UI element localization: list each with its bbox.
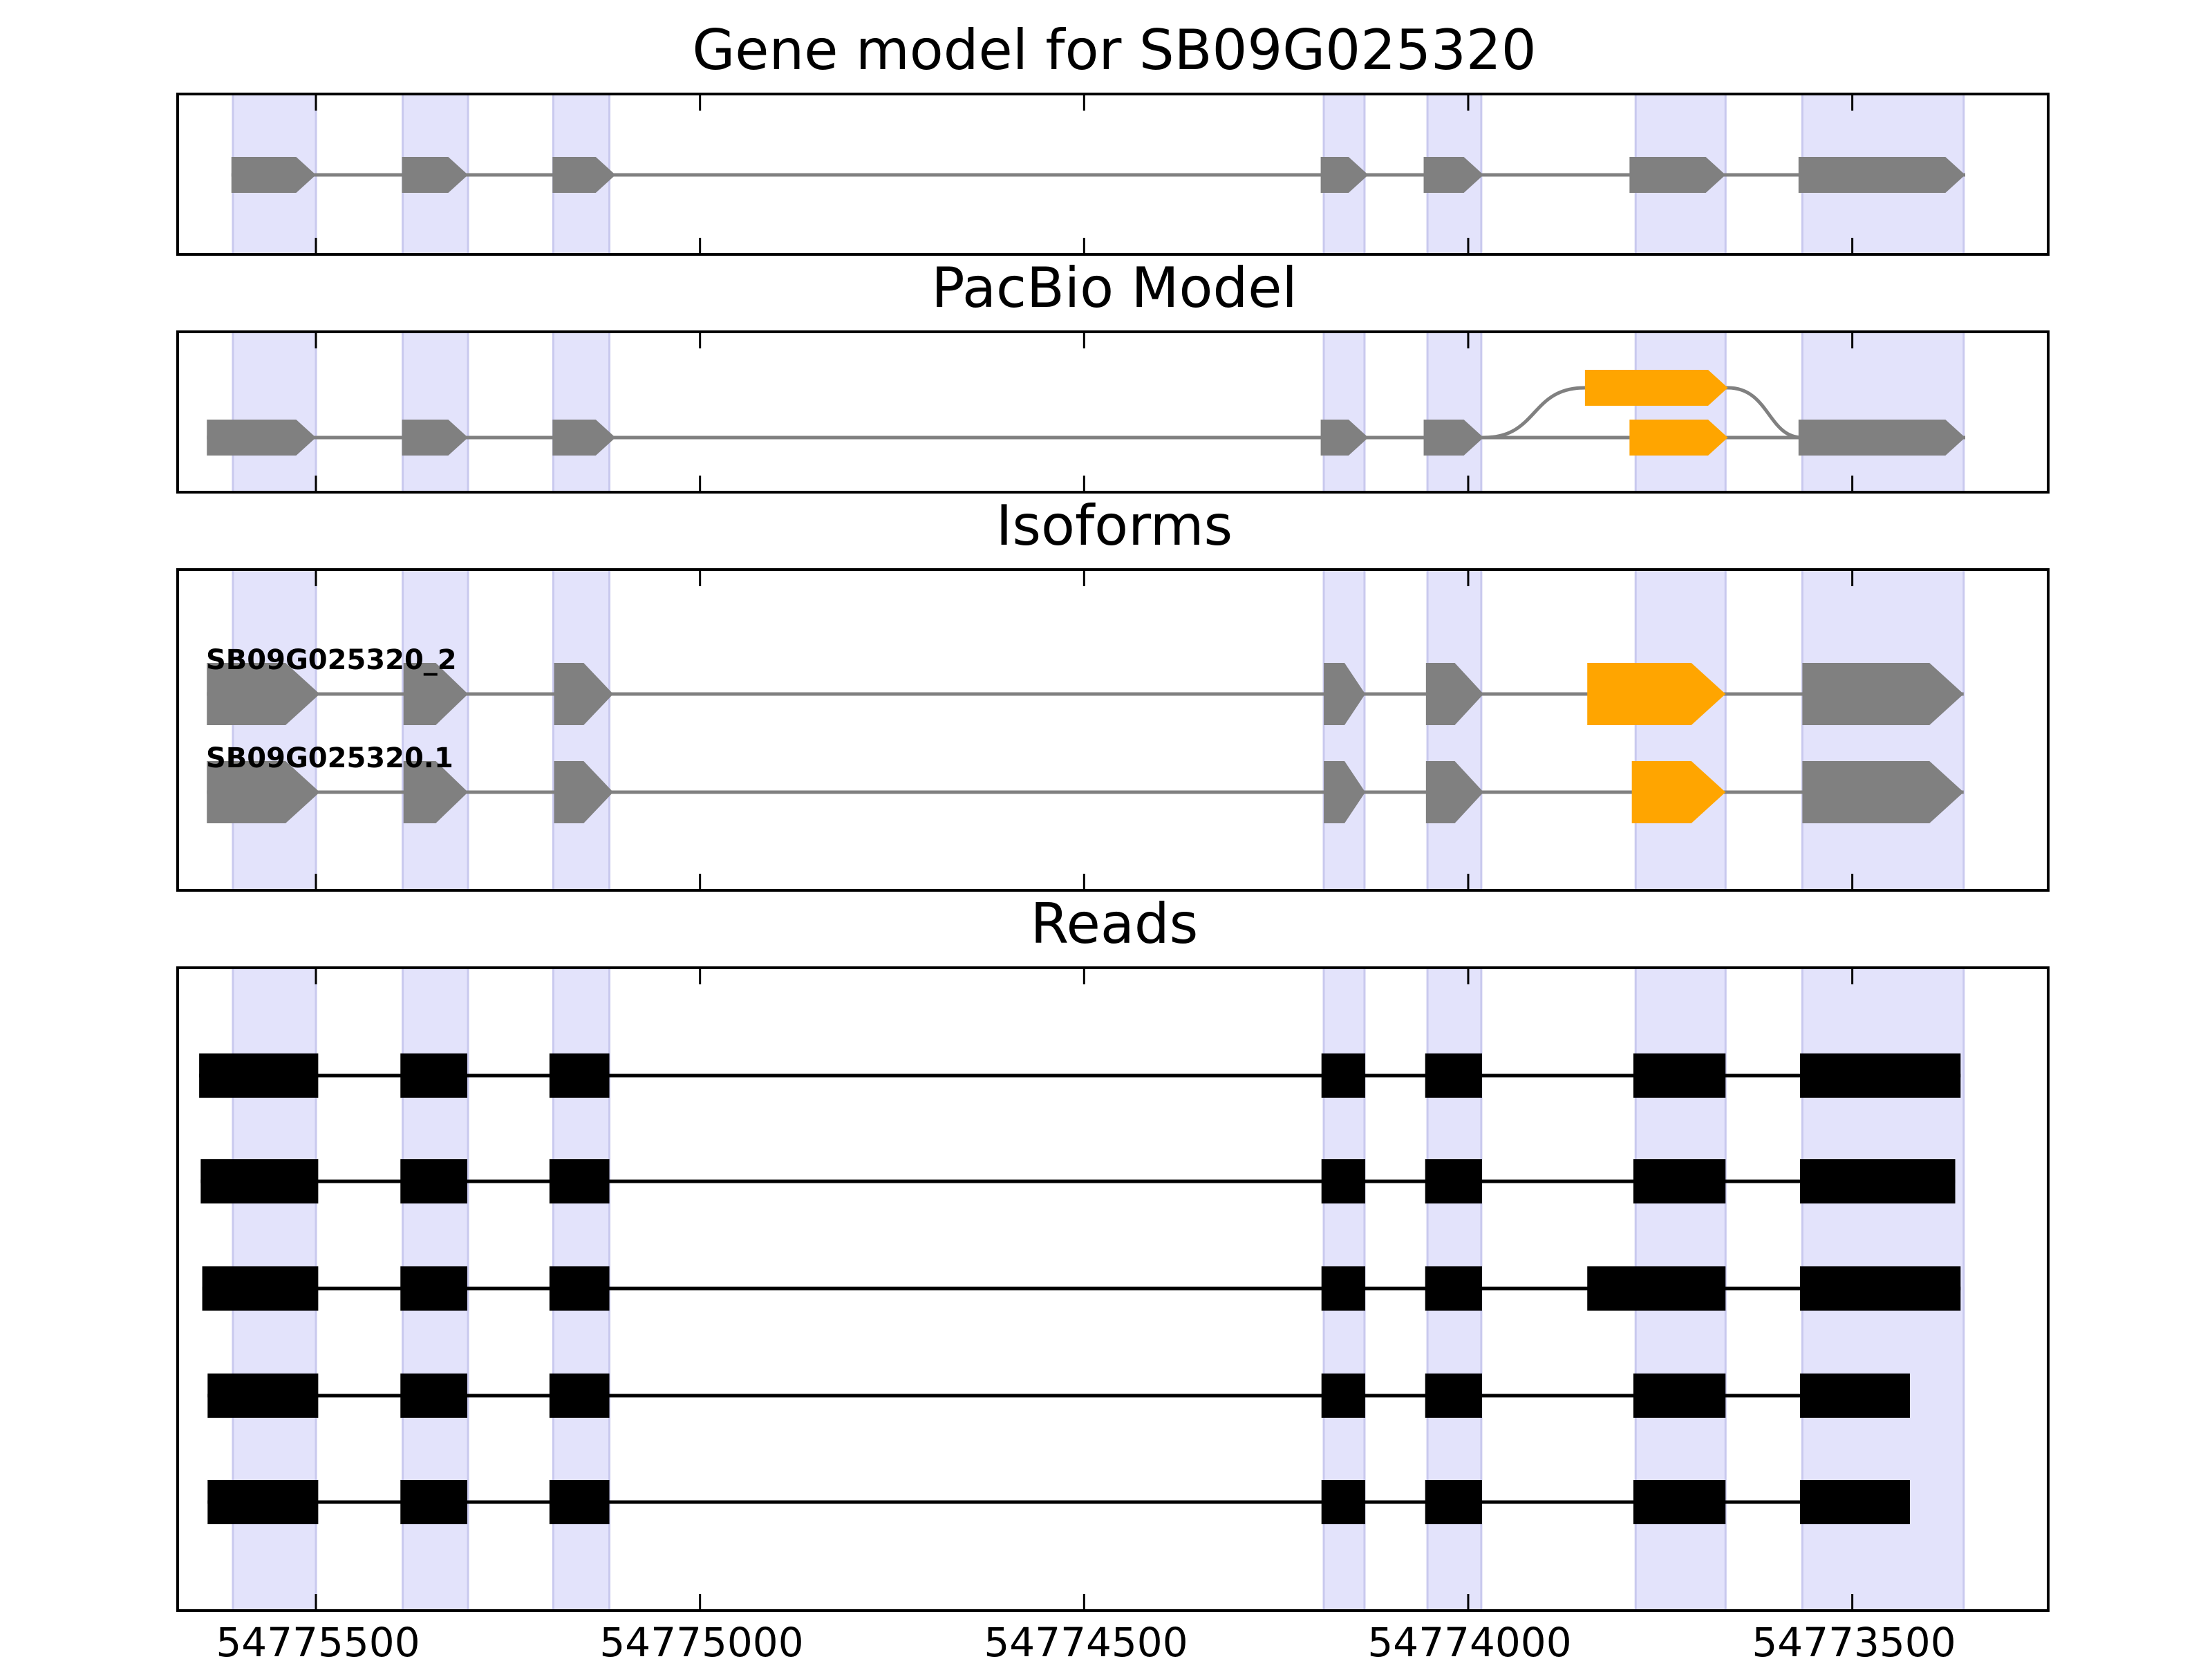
read-exon-mark: [1425, 1159, 1482, 1203]
panel-title-reads: Reads: [1031, 892, 1199, 956]
highlight-band: [1801, 568, 1965, 892]
panel-title-isoforms: Isoforms: [996, 494, 1232, 558]
highlight-band: [1634, 330, 1727, 494]
read-exon-mark: [1321, 1053, 1366, 1098]
read-exon-mark: [1633, 1480, 1726, 1524]
read-exon-mark: [1425, 1480, 1482, 1524]
isoform-exon-mark: [207, 663, 320, 725]
isoform-exon-mark: [1587, 663, 1726, 725]
read-exon-mark: [400, 1159, 467, 1203]
exon-mark: [207, 420, 317, 456]
read-exon-mark: [400, 1480, 467, 1524]
isoform-exon-mark: [1802, 761, 1964, 823]
isoform-exon-mark: [1324, 761, 1366, 823]
alt-splice-path: [1483, 386, 1803, 440]
panel-title-gene-model: Gene model for SB09G025320: [692, 18, 1536, 82]
read-exon-mark: [1800, 1266, 1961, 1311]
isoform-label-1: SB09G025320.1: [206, 742, 453, 774]
isoform-exon-mark: [554, 663, 614, 725]
read-exon-mark: [1425, 1053, 1482, 1098]
read-exon-mark: [549, 1374, 610, 1418]
read-exon-mark: [549, 1480, 610, 1524]
exon-mark: [1798, 420, 1965, 456]
exon-mark: [1798, 157, 1965, 193]
read-exon-mark: [1587, 1266, 1726, 1311]
exon-mark: [1423, 157, 1484, 193]
highlight-band: [1426, 568, 1483, 892]
isoform-exon-mark: [554, 761, 614, 823]
read-exon-mark: [549, 1053, 610, 1098]
read-exon-mark: [1321, 1480, 1366, 1524]
highlight-band: [232, 568, 317, 892]
track-marks: [199, 157, 1965, 1524]
read-exon-mark: [400, 1374, 467, 1418]
read-exon-mark: [1321, 1159, 1366, 1203]
read-exon-mark: [1321, 1266, 1366, 1311]
x-tick-label: 54774000: [1367, 1619, 1571, 1659]
read-exon-mark: [400, 1266, 467, 1311]
panel-frame: [176, 966, 2050, 1612]
isoform-exon-mark: [1425, 663, 1484, 725]
read-exon-mark: [199, 1053, 319, 1098]
read-exon-mark: [1800, 1480, 1910, 1524]
x-tick-label: 54774500: [984, 1619, 1188, 1659]
isoform-exon-mark: [403, 663, 469, 725]
highlight-band: [1801, 330, 1965, 494]
read-exon-mark: [1800, 1053, 1961, 1098]
read-exon-mark: [549, 1266, 610, 1311]
read-exon-mark: [1425, 1374, 1482, 1418]
isoform-label-2: SB09G025320_2: [206, 644, 457, 676]
read-exon-mark: [200, 1159, 319, 1203]
read-exon-mark: [549, 1159, 610, 1203]
isoform-exon-mark: [1631, 761, 1726, 823]
highlight-band: [1322, 330, 1366, 494]
isoform-exon-mark: [207, 761, 320, 823]
read-exon-mark: [1800, 1374, 1910, 1418]
isoform-exon-mark: [1425, 761, 1484, 823]
exon-mark: [1423, 420, 1484, 456]
highlight-band: [402, 330, 469, 494]
isoform-exon-mark: [403, 761, 469, 823]
read-exon-mark: [1633, 1159, 1726, 1203]
exon-mark: [402, 157, 469, 193]
highlight-band: [1426, 330, 1483, 494]
panel-title-pacbio: PacBio Model: [931, 256, 1297, 320]
read-exon-mark: [202, 1266, 319, 1311]
panel-frame: [176, 330, 2050, 494]
read-exon-mark: [1633, 1053, 1726, 1098]
exon-mark: [1320, 420, 1369, 456]
isoform-exon-mark: [1802, 663, 1964, 725]
read-exon-mark: [207, 1374, 319, 1418]
highlight-band: [1634, 568, 1727, 892]
read-exon-mark: [1425, 1266, 1482, 1311]
highlight-band: [1322, 568, 1366, 892]
isoform-exon-mark: [1324, 663, 1366, 725]
exon-mark: [552, 157, 616, 193]
alt-exon-mark: [1629, 420, 1728, 456]
highlight-band: [232, 330, 317, 494]
read-exon-mark: [1321, 1374, 1366, 1418]
exon-mark: [1629, 157, 1726, 193]
highlight-band: [552, 330, 611, 494]
x-tick-label: 54775000: [599, 1619, 803, 1659]
highlight-band: [402, 568, 469, 892]
read-exon-mark: [1800, 1159, 1956, 1203]
exon-mark: [552, 420, 616, 456]
read-exon-mark: [1633, 1374, 1726, 1418]
panel-frames: [176, 93, 2050, 1612]
exon-mark: [231, 157, 317, 193]
highlight-band: [552, 568, 611, 892]
x-tick-label: 54775500: [216, 1619, 420, 1659]
read-exon-mark: [207, 1480, 319, 1524]
read-exon-mark: [400, 1053, 467, 1098]
panel-frame: [176, 568, 2050, 892]
x-tick-label: 54773500: [1752, 1619, 1956, 1659]
exon-mark: [402, 420, 469, 456]
panel-frame: [176, 93, 2050, 256]
exon-mark: [1320, 157, 1369, 193]
alt-exon-mark: [1584, 370, 1728, 406]
